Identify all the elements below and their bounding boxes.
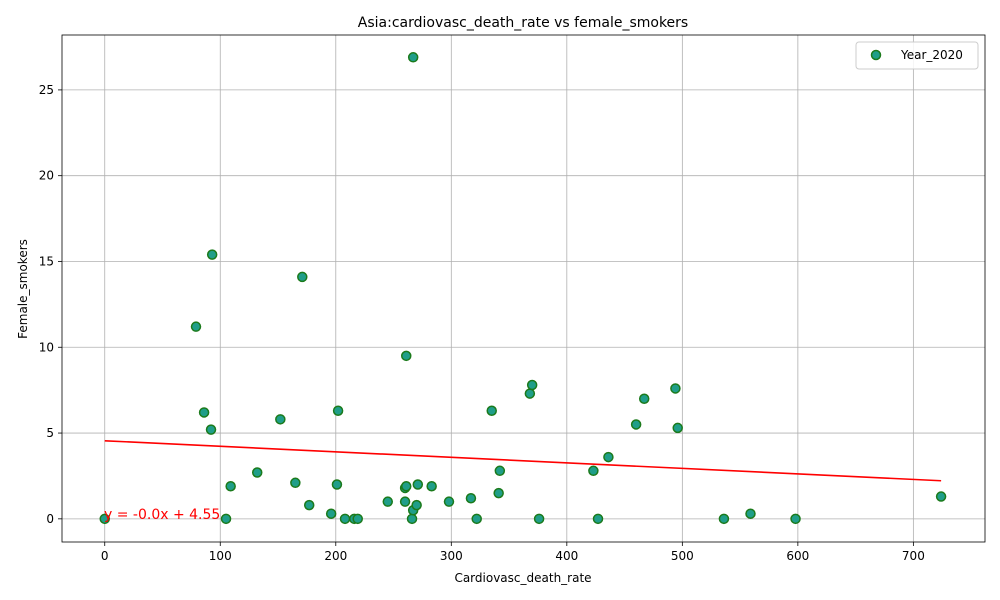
- data-point: [331, 479, 343, 490]
- grid-lines: [62, 35, 985, 542]
- x-tick-label: 400: [555, 549, 578, 563]
- data-point: [399, 496, 411, 507]
- x-tick-label: 500: [671, 549, 694, 563]
- data-point: [465, 492, 477, 504]
- data-point: [190, 321, 202, 332]
- data-point: [443, 496, 455, 507]
- data-point: [99, 513, 110, 525]
- x-axis-ticks: 0 100 200 300 400 500 600 700: [101, 542, 925, 563]
- data-point: [524, 388, 536, 399]
- data-point: [638, 393, 650, 404]
- legend-entry-label: Year_2020: [900, 48, 963, 62]
- x-axis-label: Cardiovasc_death_rate: [454, 571, 591, 585]
- data-point: [303, 499, 315, 511]
- data-point: [471, 513, 482, 525]
- legend-marker: [870, 49, 882, 61]
- plot-area-frame: [61, 34, 986, 543]
- data-point: [332, 405, 344, 416]
- data-point: [297, 271, 308, 283]
- data-point: [205, 424, 217, 435]
- y-tick-label: 5: [46, 426, 54, 440]
- data-point: [406, 513, 418, 525]
- data-point: [486, 405, 497, 416]
- y-tick-label: 20: [39, 169, 54, 183]
- data-point: [592, 513, 604, 525]
- data-point: [412, 479, 424, 490]
- data-point: [670, 383, 681, 394]
- x-tick-label: 0: [101, 549, 109, 563]
- data-point: [325, 508, 337, 519]
- data-point: [745, 508, 756, 519]
- x-tick-label: 700: [902, 549, 925, 563]
- data-point: [588, 465, 599, 477]
- fit-line-layer: [104, 439, 942, 482]
- x-tick-label: 200: [324, 549, 347, 563]
- y-tick-label: 10: [39, 340, 54, 354]
- data-point: [251, 467, 263, 478]
- x-tick-label: 600: [786, 549, 809, 563]
- data-point: [630, 419, 642, 430]
- data-point: [526, 379, 538, 391]
- data-point: [400, 350, 412, 362]
- data-point: [672, 422, 683, 434]
- data-point: [290, 477, 301, 489]
- data-point: [198, 407, 210, 418]
- fit-line: [104, 439, 942, 482]
- data-point: [275, 414, 286, 425]
- data-point: [339, 513, 351, 525]
- data-point: [790, 513, 801, 525]
- y-axis-label: Female_smokers: [16, 239, 30, 339]
- data-point: [533, 513, 545, 525]
- data-point: [603, 451, 614, 463]
- data-point: [407, 52, 419, 63]
- chart-title: Asia:cardiovasc_death_rate vs female_smo…: [358, 15, 688, 31]
- data-point: [382, 496, 394, 507]
- y-tick-label: 0: [46, 512, 54, 526]
- data-point: [493, 487, 504, 499]
- data-point: [352, 513, 363, 525]
- x-tick-label: 100: [209, 549, 232, 563]
- data-point: [718, 513, 730, 525]
- data-point: [225, 480, 236, 492]
- data-point: [206, 249, 218, 260]
- legend: Year_2020: [855, 41, 979, 70]
- data-point: [220, 513, 232, 525]
- x-tick-label: 300: [440, 549, 463, 563]
- y-axis-ticks: 0 5 10 15 20 25: [39, 83, 62, 526]
- legend-frame: [855, 41, 979, 70]
- data-point: [400, 480, 412, 492]
- fit-equation-label: y = -0.0x + 4.55: [104, 507, 220, 523]
- y-tick-label: 25: [39, 83, 54, 97]
- data-point: [426, 480, 437, 492]
- data-point: [494, 465, 506, 477]
- data-point: [935, 491, 947, 502]
- y-tick-label: 15: [39, 254, 54, 268]
- data-points: [99, 52, 947, 525]
- data-point: [411, 499, 422, 511]
